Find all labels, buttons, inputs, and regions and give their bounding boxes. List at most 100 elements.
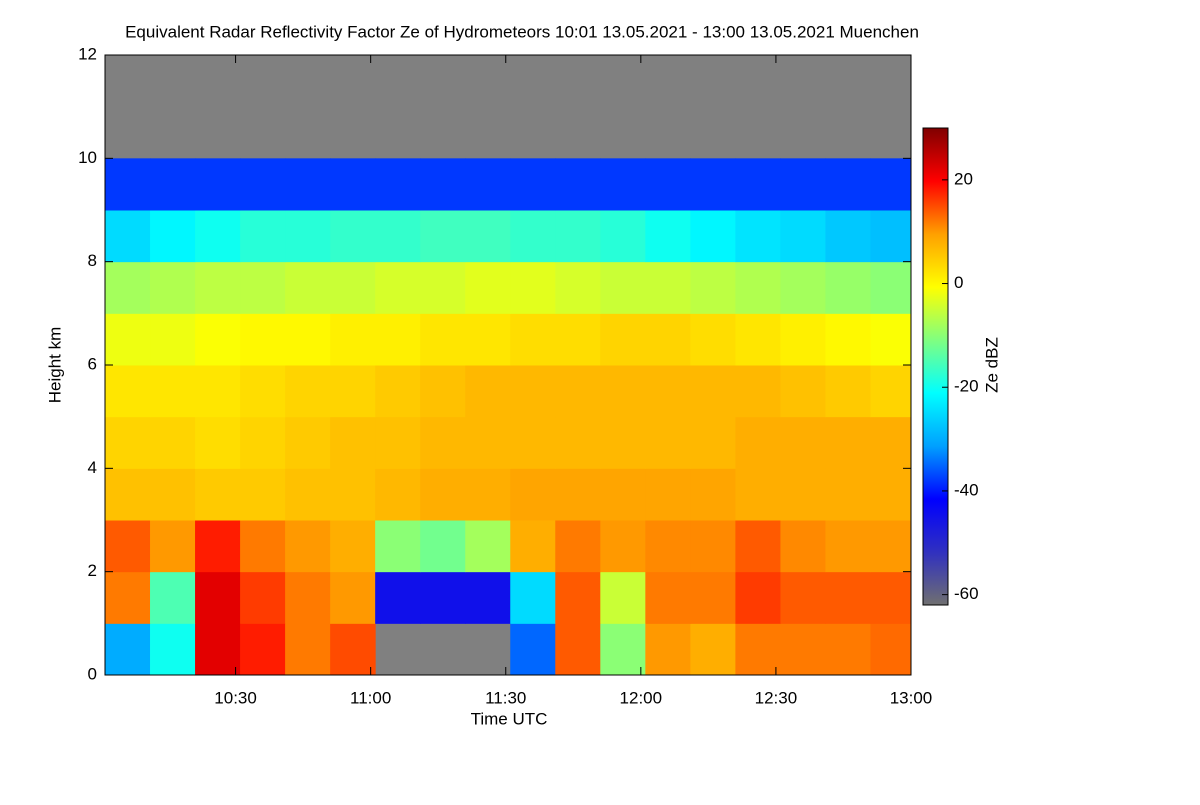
heatmap-cell: [195, 623, 241, 676]
heatmap-cell: [870, 468, 912, 521]
heatmap-cell: [240, 365, 286, 418]
heatmap-cell: [465, 158, 511, 211]
heatmap-cell: [330, 571, 376, 624]
heatmap-cell: [510, 261, 556, 314]
heatmap-cell: [105, 520, 151, 573]
heatmap-cell: [420, 520, 466, 573]
heatmap-cell: [375, 416, 421, 469]
heatmap-cell: [150, 520, 196, 573]
heatmap-cell: [735, 520, 781, 573]
heatmap-cell: [420, 313, 466, 366]
y-tick-label: 4: [88, 458, 97, 477]
x-tick-label: 10:30: [214, 688, 257, 707]
heatmap-cell: [825, 261, 871, 314]
heatmap-cell: [150, 365, 196, 418]
heatmap-cell: [780, 520, 826, 573]
heatmap-cell: [150, 416, 196, 469]
heatmap-cell: [600, 210, 646, 263]
chart-title: Equivalent Radar Reflectivity Factor Ze …: [125, 22, 919, 41]
heatmap-cell: [285, 623, 331, 676]
heatmap-cell: [780, 313, 826, 366]
x-axis-label: Time UTC: [471, 709, 548, 728]
heatmap-cell: [600, 623, 646, 676]
heatmap-cell: [465, 210, 511, 263]
heatmap-cell: [825, 210, 871, 263]
heatmap-cell: [105, 158, 151, 211]
heatmap-cell: [870, 210, 912, 263]
heatmap-cell: [150, 623, 196, 676]
heatmap-cell: [735, 416, 781, 469]
y-tick-label: 12: [78, 44, 97, 63]
x-tick-label: 11:00: [350, 688, 391, 707]
heatmap-cell: [105, 416, 151, 469]
heatmap-cell: [690, 468, 736, 521]
heatmap-cell: [825, 158, 871, 211]
heatmap-cell: [375, 313, 421, 366]
heatmap-cell: [105, 313, 151, 366]
heatmap-cell: [285, 468, 331, 521]
heatmap-cell: [645, 416, 691, 469]
heatmap-cell: [240, 416, 286, 469]
heatmap-cell: [195, 261, 241, 314]
heatmap-cell: [690, 416, 736, 469]
heatmap-cell: [780, 571, 826, 624]
heatmap-cell: [600, 313, 646, 366]
y-axis-label: Height km: [45, 327, 64, 404]
heatmap-cell: [645, 571, 691, 624]
heatmap-cell: [375, 261, 421, 314]
heatmap-cell: [555, 623, 601, 676]
heatmap-cell: [375, 210, 421, 263]
heatmap-cell: [465, 365, 511, 418]
heatmap-cell: [555, 261, 601, 314]
heatmap-cell: [690, 623, 736, 676]
heatmap-cell: [600, 520, 646, 573]
heatmap-cell: [780, 210, 826, 263]
heatmap-cell: [285, 158, 331, 211]
heatmap-cell: [510, 520, 556, 573]
heatmap-cell: [735, 210, 781, 263]
heatmap-cell: [870, 520, 912, 573]
heatmap-cell: [825, 365, 871, 418]
heatmap-cell: [645, 520, 691, 573]
heatmap-cell: [555, 571, 601, 624]
heatmap-cell: [690, 313, 736, 366]
heatmap-cell: [195, 365, 241, 418]
heatmap-cell: [645, 210, 691, 263]
heatmap-cell: [870, 623, 912, 676]
heatmap-cell: [510, 158, 556, 211]
heatmap-cell: [600, 365, 646, 418]
heatmap-cell: [870, 365, 912, 418]
heatmap-cell: [105, 210, 151, 263]
heatmap-cell: [240, 520, 286, 573]
heatmap-cell: [240, 571, 286, 624]
heatmap-cell: [330, 261, 376, 314]
heatmap-cell: [780, 623, 826, 676]
colorbar-tick-label: -60: [954, 584, 979, 603]
heatmap-cell: [645, 468, 691, 521]
heatmap-cell: [780, 416, 826, 469]
heatmap-cell: [420, 416, 466, 469]
heatmap-cell: [510, 468, 556, 521]
heatmap-cell: [375, 520, 421, 573]
heatmap-cell: [195, 468, 241, 521]
heatmap-cell: [600, 571, 646, 624]
heatmap-cell: [240, 158, 286, 211]
heatmap-cell: [150, 210, 196, 263]
heatmap-cell: [105, 468, 151, 521]
heatmap-cell: [780, 468, 826, 521]
heatmap-cell: [330, 416, 376, 469]
colorbar: [922, 127, 949, 606]
heatmap-cell: [195, 158, 241, 211]
heatmap-cell: [465, 416, 511, 469]
heatmap-cell: [195, 313, 241, 366]
heatmap-cell: [510, 623, 556, 676]
heatmap-cell: [735, 468, 781, 521]
heatmap-cell: [420, 261, 466, 314]
heatmap-cell: [150, 571, 196, 624]
heatmap-cell: [375, 158, 421, 211]
heatmap-cell: [285, 520, 331, 573]
y-tick-label: 0: [88, 664, 97, 683]
heatmap-cell: [420, 158, 466, 211]
heatmap-cell: [330, 520, 376, 573]
colorbar-label: Ze dBZ: [982, 337, 1001, 393]
